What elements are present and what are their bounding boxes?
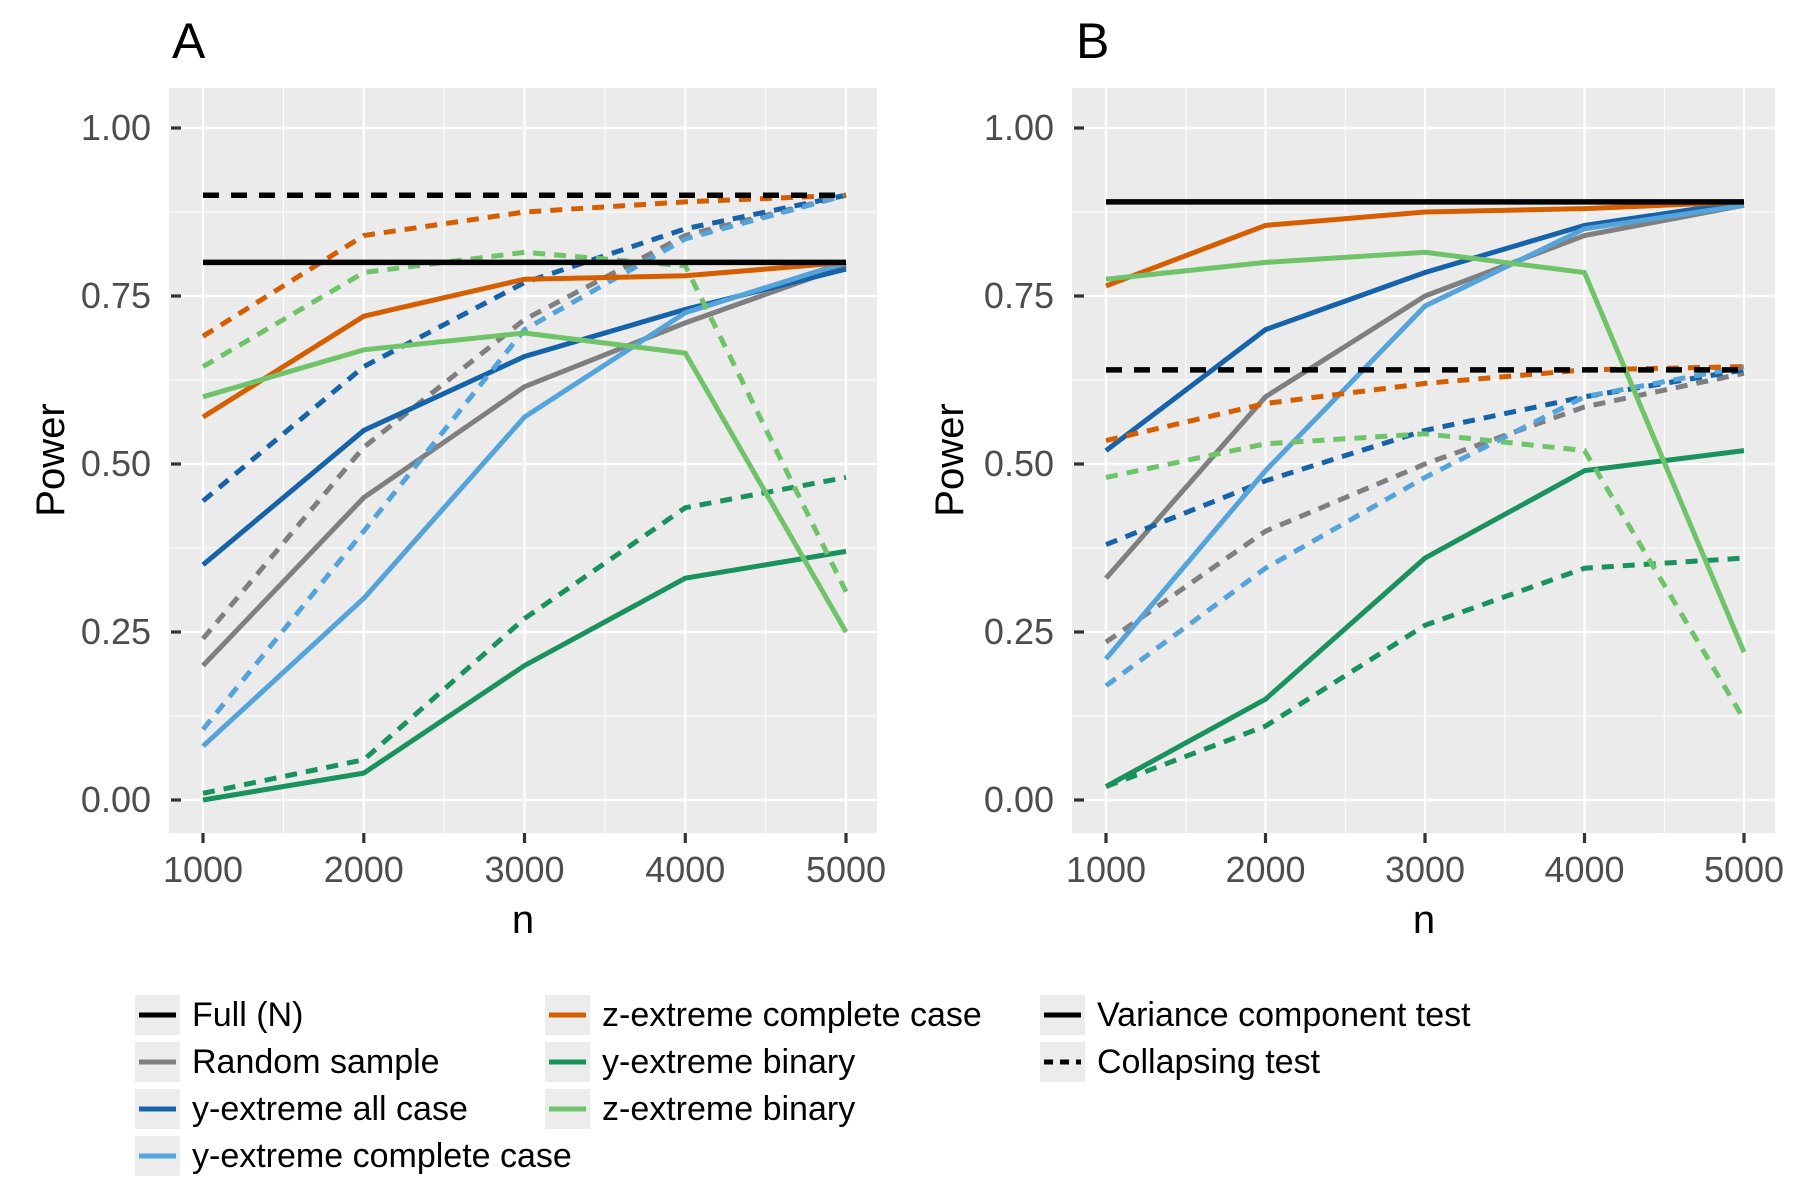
- panel-b-x-axis-title: n: [1412, 898, 1436, 942]
- legend-item-label: Full (N): [192, 995, 304, 1034]
- x-tick-label: 1000: [162, 849, 244, 890]
- x-tick-label: 5000: [805, 849, 887, 890]
- legend-key-line: [545, 1089, 590, 1129]
- legend-column: Variance component test Collapsing test: [1040, 995, 1471, 1089]
- x-tick-label: 5000: [1703, 849, 1785, 890]
- legend-item-label: y-extreme complete case: [192, 1136, 572, 1175]
- series-line: [201, 249, 849, 593]
- series-line: [1104, 202, 1745, 661]
- series-line: [1105, 199, 1745, 289]
- legend-key-line: [135, 1136, 180, 1176]
- y-tick-label: 0.50: [80, 443, 151, 484]
- y-tick-label: 0.75: [80, 275, 151, 316]
- series-line: [1105, 555, 1745, 789]
- legend-item: Collapsing test: [1040, 1042, 1471, 1082]
- legend-item-label: y-extreme all case: [192, 1089, 468, 1128]
- legend-key-line: [1040, 1042, 1085, 1082]
- y-tick-label: 0.00: [80, 779, 151, 820]
- x-tick-label: 4000: [1544, 849, 1625, 890]
- panel-a-x-axis-title: n: [511, 898, 535, 942]
- y-tick-label: 0.25: [80, 611, 151, 652]
- y-tick-label: 1.00: [80, 107, 151, 148]
- panel-b-title: B: [1076, 13, 1110, 69]
- series-line: [1104, 199, 1745, 453]
- legend-item: Random sample: [135, 1042, 572, 1082]
- series-line: [1104, 448, 1745, 789]
- legend-item-label: Collapsing test: [1097, 1042, 1321, 1081]
- series-line: [201, 192, 847, 503]
- y-tick-label: 0.75: [983, 275, 1054, 316]
- series-line: [202, 474, 847, 796]
- legend-key-line: [135, 1089, 180, 1129]
- series-line: [202, 548, 847, 803]
- series-line: [201, 263, 847, 668]
- legend-item: Full (N): [135, 995, 572, 1035]
- panel-a-title: A: [172, 13, 206, 69]
- legend-item: y-extreme all case: [135, 1089, 572, 1129]
- x-tick-label: 3000: [484, 849, 565, 890]
- series-line: [202, 330, 849, 634]
- legend-item: y-extreme complete case: [135, 1136, 572, 1176]
- series-line: [201, 192, 847, 731]
- legend-item: z-extreme complete case: [545, 995, 982, 1035]
- x-tick-label: 2000: [1225, 849, 1306, 890]
- legend-item-label: Random sample: [192, 1042, 440, 1081]
- series-line: [1105, 249, 1747, 654]
- legend-key-line: [135, 995, 180, 1035]
- legend-column: Full (N) Random sample y-extreme all case y…: [135, 995, 572, 1183]
- x-tick-label: 3000: [1384, 849, 1466, 890]
- legend-item-label: z-extreme complete case: [602, 995, 982, 1034]
- legend-column: z-extreme complete case y-extreme binary z…: [545, 995, 982, 1136]
- series-line: [1105, 364, 1745, 443]
- series-line: [201, 260, 847, 749]
- panel-b-plot-area: [1060, 88, 1775, 847]
- legend-item: y-extreme binary: [545, 1042, 982, 1082]
- legend-item-label: y-extreme binary: [602, 1042, 856, 1081]
- legend: Full (N) Random sample y-extreme all case y…: [0, 995, 1800, 1200]
- series-line: [1104, 364, 1745, 688]
- x-tick-label: 4000: [645, 849, 726, 890]
- series-line: [201, 259, 847, 420]
- legend-item-label: Variance component test: [1097, 995, 1471, 1034]
- x-tick-label: 1000: [1065, 849, 1147, 890]
- legend-key-line: [545, 995, 590, 1035]
- y-tick-label: 0.25: [983, 611, 1054, 652]
- legend-key-line: [545, 1042, 590, 1082]
- series-line: [1105, 431, 1747, 721]
- legend-item: Variance component test: [1040, 995, 1471, 1035]
- panel-b-canvas: [1072, 88, 1775, 843]
- legend-item-label: z-extreme binary: [602, 1089, 856, 1128]
- panel-a-canvas: [169, 88, 877, 843]
- x-tick-label: 2000: [323, 849, 404, 890]
- y-tick-label: 0.50: [983, 443, 1054, 484]
- series-line: [201, 192, 847, 339]
- legend-key-line: [1040, 995, 1085, 1035]
- y-tick-label: 0.00: [983, 779, 1054, 820]
- y-tick-label: 1.00: [983, 107, 1054, 148]
- panel-a-plot-area: [157, 88, 877, 847]
- legend-key-line: [135, 1042, 180, 1082]
- legend-item: z-extreme binary: [545, 1089, 982, 1129]
